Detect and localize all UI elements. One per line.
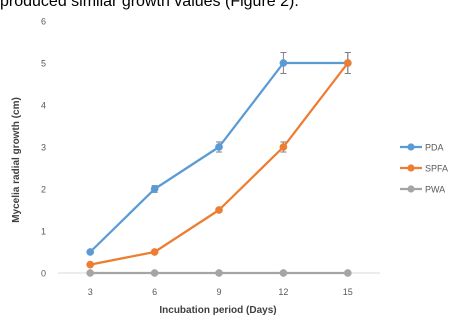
- data-point: [215, 143, 223, 151]
- series-layer: [86, 52, 352, 277]
- series-line-pda: [89, 61, 348, 253]
- legend-marker: [407, 143, 415, 151]
- data-point: [343, 269, 352, 277]
- series-spfa: [86, 52, 352, 269]
- legend-marker: [407, 164, 415, 172]
- legend-item-pda: PDA: [400, 143, 444, 153]
- data-point: [215, 269, 223, 277]
- data-point: [86, 269, 95, 277]
- y-axis-label: Mycelia radial growth (cm): [11, 97, 22, 223]
- y-tick-label: 0: [41, 269, 46, 279]
- data-point: [343, 59, 352, 67]
- x-tick-label: 15: [343, 287, 353, 297]
- x-tick-label: 9: [216, 287, 221, 297]
- legend-label: PDA: [425, 143, 444, 153]
- x-tick-label: 3: [88, 287, 93, 297]
- data-point: [279, 59, 288, 67]
- x-axis-label: Incubation period (Days): [159, 305, 276, 316]
- legend: PDA SPFA PWA: [400, 143, 448, 195]
- data-point: [86, 260, 95, 269]
- legend-item-pwa: PWA: [400, 185, 445, 195]
- series-line-spfa: [89, 62, 349, 266]
- x-tick-labels: 3 6 9 12 15: [88, 287, 353, 297]
- data-point: [215, 206, 223, 214]
- data-point: [150, 269, 159, 277]
- y-tick-label: 4: [41, 101, 46, 111]
- legend-label: PWA: [425, 185, 445, 195]
- data-point: [279, 269, 288, 277]
- series-pda: [86, 52, 352, 256]
- y-tick-label: 1: [41, 227, 46, 237]
- data-point: [86, 248, 95, 256]
- legend-marker: [407, 185, 415, 193]
- x-tick-label: 12: [278, 287, 288, 297]
- data-point: [150, 185, 159, 193]
- legend-item-spfa: SPFA: [400, 164, 448, 174]
- data-point: [150, 248, 159, 256]
- y-tick-label: 5: [41, 59, 46, 69]
- data-point: [279, 143, 288, 151]
- series-pwa: [86, 269, 352, 277]
- legend-label: SPFA: [425, 164, 448, 174]
- y-tick-label: 2: [41, 185, 46, 195]
- x-tick-label: 6: [152, 287, 157, 297]
- caption-text: produced similar growth values (Figure 2…: [0, 0, 299, 10]
- y-tick-labels: 0 1 2 3 4 5 6: [41, 17, 46, 279]
- y-tick-label: 3: [41, 143, 46, 153]
- y-tick-label: 6: [41, 17, 46, 27]
